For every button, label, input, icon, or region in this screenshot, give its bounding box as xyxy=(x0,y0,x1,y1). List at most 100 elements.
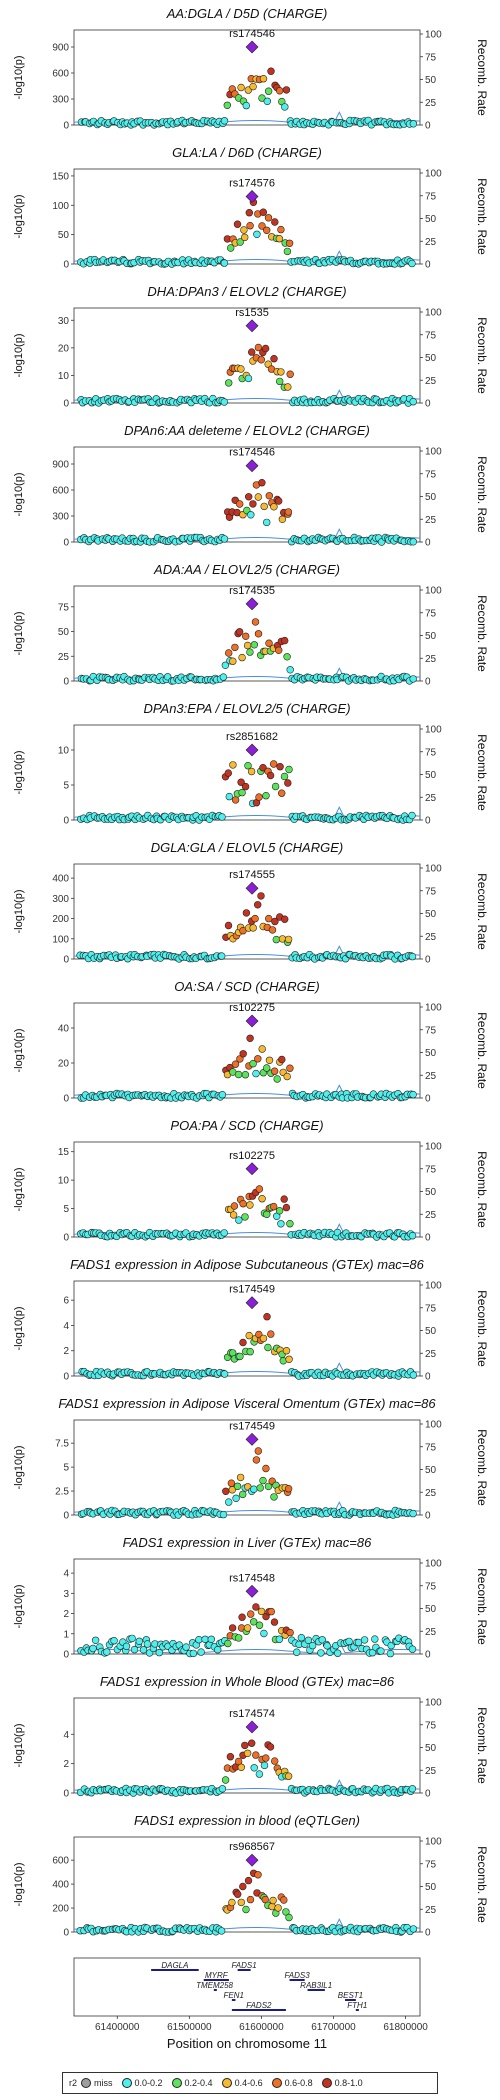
y2-tick-label: 100 xyxy=(425,1142,442,1153)
y-tick-label: 4 xyxy=(63,1321,69,1332)
y2-tick-label: 0 xyxy=(425,399,431,410)
y2-tick-label: 25 xyxy=(425,1210,437,1221)
y2-axis-label: Recomb. Rate xyxy=(475,1846,489,1923)
y2-tick-label: 50 xyxy=(425,770,437,781)
y-tick-label: 0 xyxy=(63,1928,69,1939)
panel-title: DPAn6:AA deleteme / ELOVL2 (CHARGE) xyxy=(124,423,370,438)
plot-frame xyxy=(73,1419,421,1516)
lead-snp-label: rs1535 xyxy=(235,307,269,319)
plot-frame xyxy=(73,1280,421,1377)
snp-point xyxy=(270,355,278,363)
snp-point xyxy=(281,636,289,645)
snp-point xyxy=(250,1764,258,1772)
lead-snp-label: rs2851682 xyxy=(226,731,278,743)
snp-point xyxy=(236,238,244,246)
snp-point xyxy=(220,398,229,406)
snp-point xyxy=(227,244,235,252)
snp-point xyxy=(225,792,234,801)
y-tick-label: 20 xyxy=(58,1059,70,1070)
snp-point xyxy=(217,1927,226,1935)
snp-point xyxy=(280,772,289,781)
snp-point xyxy=(220,1229,228,1237)
gene-label: TMEM258 xyxy=(196,1981,233,1990)
y-tick-label: 2.5 xyxy=(55,1487,69,1498)
y2-tick-label: 75 xyxy=(425,886,437,897)
snp-point xyxy=(224,921,233,930)
snp-point xyxy=(278,1055,286,1064)
snp-point xyxy=(284,1484,293,1493)
snp-point xyxy=(207,1635,216,1644)
x-axis-label: Position on chromosome 11 xyxy=(167,2036,327,2051)
y2-tick-label: 75 xyxy=(425,1164,437,1175)
snp-point xyxy=(222,1487,230,1496)
y-tick-label: 300 xyxy=(52,894,69,905)
y-tick-label: 75 xyxy=(58,602,70,613)
snp-point xyxy=(218,813,226,821)
snp-point xyxy=(286,666,294,674)
snp-point xyxy=(258,1194,266,1203)
y-tick-label: 1 xyxy=(63,1629,69,1640)
snp-point xyxy=(263,1312,271,1321)
snp-point xyxy=(268,926,277,934)
y-tick-label: 0 xyxy=(63,955,69,966)
snp-point xyxy=(259,763,267,772)
y2-tick-label: 25 xyxy=(425,1071,437,1082)
snp-point xyxy=(267,1330,275,1338)
snp-point xyxy=(408,952,417,961)
gene-label: FADS2 xyxy=(246,2001,272,2010)
y-axis-label: -log10(p) xyxy=(13,1862,25,1906)
plot-frame xyxy=(73,724,421,821)
lead-snp-label: rs102275 xyxy=(229,1002,275,1014)
snp-point xyxy=(265,914,273,923)
gene-track-frame xyxy=(73,1957,421,2017)
y-tick-label: 900 xyxy=(52,460,69,471)
lead-snp-label: rs968567 xyxy=(229,1841,275,1853)
snp-point xyxy=(282,1908,290,1916)
snp-point xyxy=(263,518,271,527)
legend-swatch xyxy=(221,2078,232,2088)
y-tick-label: 0 xyxy=(63,1372,69,1383)
snp-point xyxy=(245,209,254,217)
r2-legend: r2 miss 0.0-0.2 0.2-0.4 0.4-0.6 0.6-0.8 0.8-1… xyxy=(62,2072,438,2094)
snp-point xyxy=(277,368,285,376)
y-tick-label: 10 xyxy=(58,1176,70,1187)
snp-point xyxy=(254,1447,262,1455)
y2-tick-label: 0 xyxy=(425,955,431,966)
snp-point xyxy=(130,1645,139,1654)
snp-point xyxy=(246,1895,255,1904)
snp-point xyxy=(368,1648,377,1657)
plot-frame xyxy=(73,863,421,960)
y2-tick-label: 100 xyxy=(425,169,442,180)
y-tick-label: 10 xyxy=(58,371,70,382)
snp-point xyxy=(409,675,417,683)
snp-point xyxy=(252,1751,260,1759)
snp-point xyxy=(247,767,256,776)
y-tick-label: 0 xyxy=(63,260,69,271)
snp-point xyxy=(268,1902,276,1911)
snp-point xyxy=(285,1355,293,1364)
snp-point xyxy=(274,1904,282,1912)
snp-point xyxy=(275,235,284,243)
snp-point xyxy=(122,1642,131,1651)
snp-point xyxy=(345,1637,353,1646)
snp-point xyxy=(234,1070,243,1079)
snp-point xyxy=(250,1618,258,1626)
y2-axis-label: Recomb. Rate xyxy=(475,734,489,811)
y2-tick-label: 100 xyxy=(425,725,442,736)
snp-point xyxy=(237,1898,246,1907)
snp-point xyxy=(239,1882,247,1891)
snp-point xyxy=(240,226,248,234)
y-tick-label: 100 xyxy=(52,201,69,212)
y-tick-label: 4 xyxy=(63,1569,69,1580)
snp-point xyxy=(278,515,287,523)
y-tick-label: 30 xyxy=(58,316,70,327)
snp-point xyxy=(260,1629,268,1638)
snp-point xyxy=(259,74,268,83)
x-tick-label: 61800000 xyxy=(383,2022,428,2033)
snp-point xyxy=(251,618,260,626)
snp-point xyxy=(286,1064,294,1072)
y-axis-label: -log10(p) xyxy=(13,333,25,377)
snp-point xyxy=(241,782,250,791)
lead-snp-label: rs102275 xyxy=(229,1150,275,1162)
snp-point xyxy=(264,1343,272,1352)
